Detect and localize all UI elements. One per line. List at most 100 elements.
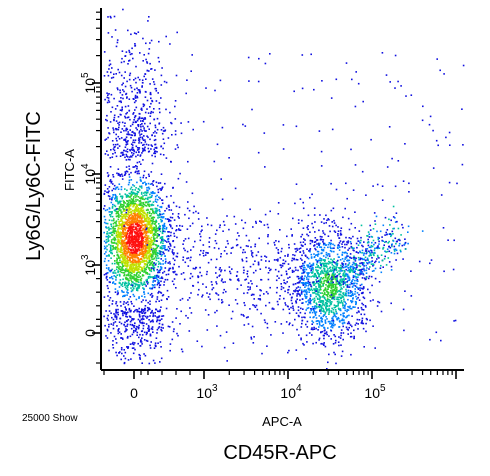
event-dot	[154, 234, 156, 236]
event-dot	[136, 190, 139, 193]
event-dot	[106, 233, 108, 235]
event-dot	[109, 211, 112, 213]
event-dot	[107, 314, 109, 317]
event-dot	[322, 323, 325, 326]
event-dot	[117, 240, 120, 242]
event-dot	[315, 327, 317, 330]
event-dot	[360, 322, 363, 324]
event-dot	[159, 266, 162, 268]
event-dot	[311, 327, 313, 329]
event-dot	[130, 223, 132, 226]
event-dot	[125, 227, 128, 229]
event-dot	[154, 150, 156, 153]
event-dot	[340, 300, 343, 302]
event-dot	[314, 305, 316, 307]
event-dot	[146, 279, 148, 282]
event-dot	[111, 268, 114, 271]
event-dot	[148, 240, 150, 242]
event-dot	[355, 257, 357, 260]
event-dot	[148, 48, 151, 50]
event-dot	[118, 126, 120, 129]
event-dot	[334, 283, 337, 286]
event-dot	[154, 155, 156, 158]
event-dot	[121, 220, 124, 223]
event-dot	[141, 224, 144, 226]
event-dot	[301, 316, 303, 319]
event-dot	[407, 225, 410, 228]
event-dot	[159, 361, 161, 363]
event-dot	[360, 239, 362, 242]
event-dot	[326, 277, 329, 279]
event-dot	[129, 188, 132, 190]
event-dot	[112, 340, 114, 342]
event-dot	[325, 316, 327, 318]
event-dot	[315, 320, 318, 323]
event-dot	[332, 261, 335, 263]
event-dot	[151, 296, 153, 298]
event-dot	[327, 284, 330, 286]
event-dot	[147, 219, 149, 221]
event-dot	[140, 198, 142, 200]
event-dot	[131, 269, 134, 272]
event-dot	[165, 35, 167, 38]
event-dot	[369, 254, 371, 256]
event-dot	[155, 228, 158, 230]
event-dot	[164, 246, 166, 249]
event-dot	[310, 309, 312, 312]
event-dot	[335, 267, 337, 270]
event-dot	[125, 287, 128, 290]
event-dot	[348, 228, 351, 231]
event-dot	[386, 233, 389, 235]
event-dot	[146, 272, 149, 275]
event-dot	[126, 151, 129, 153]
event-dot	[106, 101, 109, 104]
event-dot	[133, 235, 136, 238]
event-dot	[339, 272, 341, 275]
event-dot	[137, 248, 139, 250]
event-dot	[115, 342, 118, 344]
event-dot	[135, 288, 138, 291]
event-dot	[110, 197, 113, 200]
event-dot	[322, 262, 324, 265]
event-dot	[105, 242, 107, 244]
event-dot	[155, 247, 158, 250]
event-dot	[310, 299, 313, 302]
event-dot	[138, 253, 141, 255]
event-dot	[124, 71, 126, 73]
event-dot	[134, 43, 136, 45]
event-dot	[382, 247, 385, 249]
event-dot	[119, 204, 122, 207]
event-dot	[128, 298, 130, 300]
event-dot	[306, 341, 308, 343]
event-dot	[319, 280, 321, 282]
event-dot	[145, 242, 147, 245]
event-dot	[120, 242, 123, 244]
event-dot	[329, 282, 331, 285]
event-dot	[141, 117, 144, 119]
event-dot	[103, 253, 106, 255]
event-dot	[138, 230, 140, 232]
event-dot	[150, 191, 152, 194]
event-dot	[116, 261, 119, 264]
event-dot	[346, 273, 348, 276]
event-dot	[160, 328, 162, 331]
event-dot	[330, 277, 332, 280]
event-dot	[128, 109, 131, 112]
event-dot	[334, 323, 336, 326]
event-dot	[300, 289, 303, 292]
event-dot	[309, 295, 312, 297]
event-dot	[332, 284, 334, 287]
event-dot	[162, 130, 165, 132]
event-dot	[123, 262, 126, 264]
event-dot	[351, 270, 354, 272]
event-dot	[142, 118, 145, 121]
event-dot	[116, 87, 119, 89]
event-dot	[156, 257, 158, 259]
event-dot	[123, 125, 126, 127]
event-dot	[135, 127, 137, 129]
event-dot	[392, 233, 394, 235]
event-dot	[213, 247, 216, 249]
event-dot	[131, 47, 133, 50]
event-dot	[145, 183, 147, 185]
event-dot	[126, 329, 128, 331]
